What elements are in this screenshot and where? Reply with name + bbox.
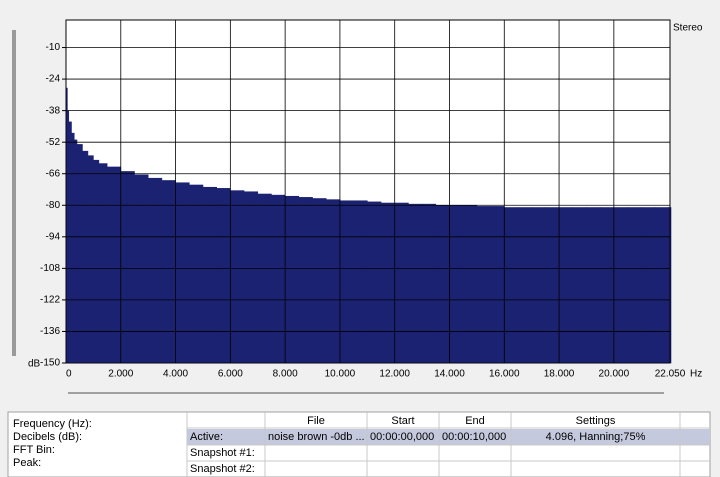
spectrum-bar	[147, 177, 163, 364]
spectrum-bar	[408, 203, 423, 364]
spectrum-bar	[312, 198, 327, 364]
spectrum-bar	[134, 174, 149, 364]
spectrum-bar	[531, 207, 546, 364]
spectrum-bar	[572, 207, 587, 364]
info-label: Frequency (Hz):	[13, 418, 92, 430]
table-cell: Snapshot #2:	[190, 463, 255, 475]
spectrum-bar	[71, 132, 75, 364]
spectrum-bar	[68, 121, 72, 364]
spectrum-bar	[298, 197, 313, 364]
spectrum-bar	[476, 206, 491, 364]
active-row[interactable]	[187, 429, 710, 445]
spectrum-bar	[599, 207, 615, 364]
spectrum-bar	[640, 207, 656, 364]
y-tick-label: -10	[46, 42, 61, 53]
spectrum-bar	[517, 207, 532, 364]
x-tick-label: 10.000	[325, 369, 356, 380]
spectrum-bar	[76, 144, 83, 364]
spectrum-bar	[230, 190, 245, 364]
x-tick-label: 14.000	[434, 369, 465, 380]
x-tick-label: 8.000	[273, 369, 298, 380]
spectrum-bar	[325, 199, 341, 364]
channel-label: Stereo	[673, 23, 703, 34]
x-tick-label: 18.000	[544, 369, 575, 380]
spectrum-bar	[490, 206, 505, 364]
spectrum-bar	[106, 166, 122, 364]
bottom-panel: Frequency (Hz):Decibels (dB):FFT Bin:Pea…	[7, 411, 711, 477]
spectrum-bar	[462, 204, 478, 364]
table-cell: Active:	[190, 431, 223, 443]
table-cell: 00:00:10,000	[442, 431, 506, 443]
spectrum-bar	[503, 207, 519, 364]
spectrum-bar	[175, 182, 190, 364]
spectrum-bar	[353, 200, 368, 364]
x-tick-label: 22.050	[655, 369, 686, 380]
spectrum-bar	[545, 207, 560, 364]
spectrum-bar	[87, 155, 94, 364]
x-tick-label: 6.000	[218, 369, 243, 380]
y-tick-label: -108	[40, 263, 60, 274]
table-cell: Snapshot #1:	[190, 447, 255, 459]
spectrum-bar	[271, 194, 286, 364]
spectrum-bar	[161, 180, 176, 364]
info-box	[7, 411, 188, 477]
x-tick-label: 20.000	[599, 369, 630, 380]
column-header: Start	[391, 415, 414, 427]
x-tick-label: 4.000	[163, 369, 188, 380]
spectrum-bar	[367, 201, 382, 364]
spectrum-bar	[586, 207, 601, 364]
spectrum-bar	[558, 207, 574, 364]
spectrum-bar	[421, 203, 437, 364]
column-header: File	[307, 415, 325, 427]
y-tick-label: -52	[46, 137, 61, 148]
level-bar	[12, 30, 16, 356]
spectrum-bar	[627, 207, 642, 364]
spectrum-bar	[654, 207, 669, 364]
y-tick-label: -94	[46, 231, 61, 242]
x-tick-label: 12.000	[379, 369, 410, 380]
spectrum-bar	[188, 184, 204, 364]
x-tick-label: 2.000	[108, 369, 133, 380]
spectrum-bar	[98, 163, 108, 364]
x-unit: Hz	[690, 369, 702, 380]
spectrum-bar	[243, 191, 259, 364]
spectrum-bar	[120, 171, 135, 364]
spectrum-bar	[216, 188, 231, 364]
y-tick-label: -150	[40, 358, 60, 369]
spectrum-bar	[435, 204, 450, 364]
y-tick-label: -122	[40, 295, 60, 306]
spectrum-bar	[380, 202, 396, 364]
y-tick-label: -80	[46, 200, 61, 211]
column-header: End	[465, 415, 485, 427]
info-label: Peak:	[13, 457, 41, 469]
spectrum-bar	[613, 207, 628, 364]
info-label: FFT Bin:	[13, 444, 55, 456]
spectrum-bar	[93, 159, 100, 364]
x-tick-label: 0	[66, 369, 72, 380]
column-header: Settings	[576, 415, 616, 427]
spectrum-bar	[202, 186, 217, 364]
table-cell: 00:00:00,000	[370, 431, 434, 443]
info-label: Decibels (dB):	[13, 431, 82, 443]
spectrum-bar	[257, 193, 272, 364]
table-cell: noise brown -0db ...	[268, 431, 365, 443]
spectrum-bar	[284, 195, 300, 364]
y-unit: dB	[28, 359, 41, 370]
y-tick-label: -66	[46, 168, 61, 179]
spectrum-bar	[394, 202, 409, 364]
table-cell: 4.096, Hanning;75%	[546, 431, 646, 443]
y-tick-label: -136	[40, 326, 60, 337]
spectrum-bar	[339, 200, 354, 364]
spectrum-bar	[449, 204, 464, 364]
y-tick-label: -24	[46, 74, 61, 85]
y-tick-label: -38	[46, 105, 61, 116]
x-tick-label: 16.000	[489, 369, 520, 380]
